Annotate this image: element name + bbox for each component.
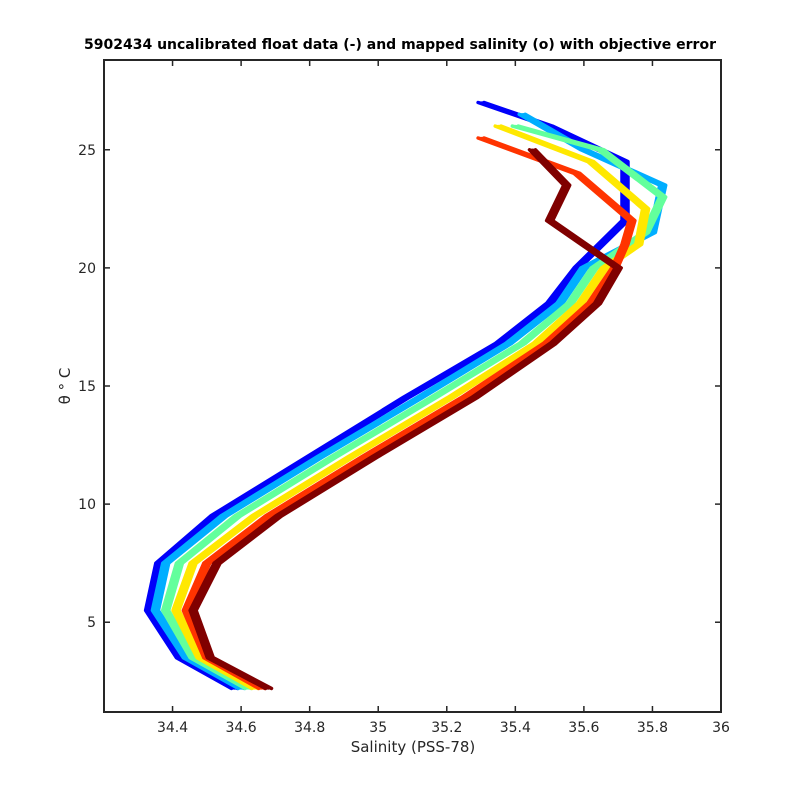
y-axis: 5 10 15 20 25 — [78, 143, 721, 631]
x-tick-label: 34.6 — [226, 720, 257, 736]
profile-line-6-5 — [194, 148, 623, 691]
profile-line-1-1 — [143, 100, 624, 691]
x-tick-label: 36 — [712, 720, 730, 736]
profile-line-3-1 — [160, 124, 662, 691]
profile-line-6-2 — [190, 148, 618, 690]
x-tick-label: 35.6 — [568, 720, 599, 736]
x-tick-label: 34.8 — [294, 720, 325, 736]
profile-line-2-5 — [156, 112, 668, 691]
y-tick-label: 10 — [78, 497, 96, 513]
x-axis-label: Salinity (PSS-78) — [351, 738, 476, 756]
profile-line-1-5 — [149, 100, 630, 691]
profile-line-3-5 — [166, 124, 668, 691]
x-tick-label: 35.4 — [500, 720, 531, 736]
profile-line-1-4 — [148, 101, 628, 690]
profile-line-6-3 — [191, 148, 620, 690]
x-tick-label: 35.2 — [431, 720, 462, 736]
x-tick-label: 34.4 — [157, 720, 188, 736]
plot-area — [143, 100, 668, 691]
x-tick-label: 35 — [369, 720, 387, 736]
profile-line-4-5 — [177, 124, 651, 691]
y-tick-label: 20 — [78, 261, 96, 277]
chart-title: 5902434 uncalibrated float data (-) and … — [84, 37, 716, 53]
x-axis: 34.4 34.6 34.8 35 35.2 35.4 35.6 35.8 36 — [157, 60, 730, 736]
y-tick-label: 25 — [78, 143, 96, 159]
profile-line-1-3 — [147, 101, 627, 690]
x-tick-label: 35.8 — [637, 720, 668, 736]
y-axis-label: θ ° C — [56, 368, 74, 405]
y-tick-label: 15 — [78, 379, 96, 395]
profile-line-1-2 — [145, 101, 625, 690]
y-tick-label: 5 — [87, 615, 96, 631]
profile-line-6-4 — [193, 148, 621, 690]
